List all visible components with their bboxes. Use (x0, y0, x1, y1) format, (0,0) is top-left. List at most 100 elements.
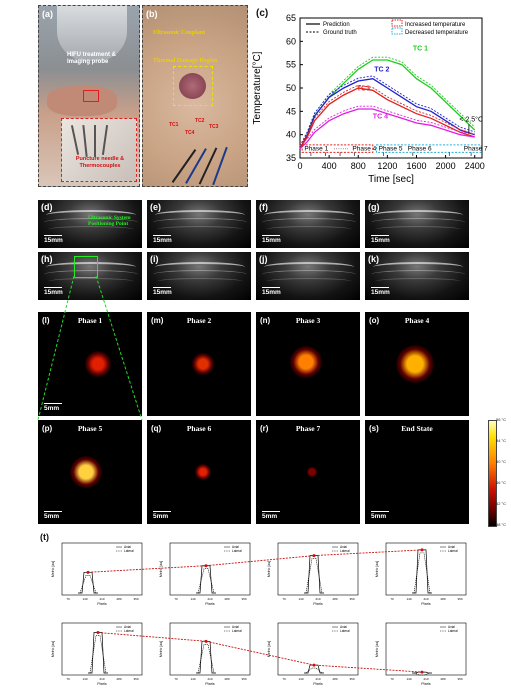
colorbar-tick-label: 38 °C (496, 522, 507, 527)
phase-label-5: Phase 5 (379, 145, 403, 152)
scale-label-r: 5mm (262, 513, 278, 520)
mini-xtick: 70 (282, 677, 286, 681)
mini-xtick: 210 (207, 677, 212, 681)
metric-profile-plots: Metric [au] Pixels 70 140 210 280 350 Axial Late… (51, 542, 467, 686)
x-tick-label: 2400 (465, 161, 485, 171)
mini-xtick: 210 (315, 677, 320, 681)
series-line-2 (299, 87, 475, 150)
heatmap-q: (q) Phase 6 5mm (147, 420, 251, 524)
probe-label: HIFU treatment & Imaging probe (67, 52, 117, 66)
mini-plot-frame (277, 542, 359, 596)
colorbar-tick-label: 46 °C (496, 480, 507, 485)
mini-legend-axial: Axial (232, 545, 239, 549)
scale-label-q: 5mm (153, 513, 169, 520)
x-axis-label: Time [sec] (368, 174, 414, 185)
trend-point (312, 554, 316, 558)
mini-legend-axial: Axial (340, 625, 347, 629)
ultrasound-image-i: (i) 15mm (147, 252, 251, 300)
panel-letter-d: (d) (41, 202, 53, 212)
trend-point (204, 564, 208, 568)
mini-xlabel: Pixels (205, 602, 215, 606)
mini-xtick: 350 (457, 597, 462, 601)
mini-legend-axial: Axial (340, 545, 347, 549)
needle-inset (61, 118, 137, 182)
phase-title-o: Phase 4 (404, 316, 430, 325)
mini-xlabel: Pixels (97, 682, 107, 686)
scale-label-g: 15mm (371, 237, 390, 244)
mini-xlabel: Pixels (313, 602, 323, 606)
hot-spot (195, 464, 211, 480)
scale-label-k: 15mm (371, 289, 390, 296)
mini-xtick: 140 (298, 677, 303, 681)
mini-xtick: 140 (406, 677, 411, 681)
series-label-1: TC 2 (374, 67, 389, 74)
mini-xtick: 210 (315, 597, 320, 601)
couplant-label: Ultrasonic Couplant (153, 30, 206, 36)
trend-point (420, 670, 424, 674)
mini-xtick: 70 (66, 677, 70, 681)
mini-xtick: 70 (66, 597, 70, 601)
hot-spot (395, 344, 435, 384)
mini-xtick: 210 (423, 677, 428, 681)
lateral-profile (413, 552, 431, 594)
hot-spot (290, 346, 322, 378)
phase-title-l: Phase 1 (77, 316, 103, 325)
panel-letter-q: (q) (151, 424, 162, 433)
mini-xlabel: Pixels (421, 602, 431, 606)
legend-increased: Increased temperature (405, 22, 466, 28)
tc4-label: TC4 (185, 130, 195, 136)
y-tick-label: 55 (286, 60, 296, 70)
mini-xtick: 350 (133, 677, 138, 681)
scale-label-h: 15mm (44, 289, 63, 296)
phase-label-1: Phase 1 (304, 145, 328, 152)
heatmap-n: (n) Phase 3 (256, 312, 360, 416)
mini-xtick: 280 (332, 597, 337, 601)
mini-plot-frame (61, 542, 143, 596)
series-label-0: TC 1 (413, 46, 428, 53)
series-label-3: TC 4 (373, 113, 388, 120)
panel-letter-r: (r) (260, 424, 269, 433)
panel-letter-s: (s) (369, 424, 379, 433)
y-tick-label: 40 (286, 130, 296, 140)
annotation-diff: < 2.5°C (459, 116, 483, 124)
mini-xtick: 70 (390, 597, 394, 601)
mini-xtick: 140 (298, 597, 303, 601)
ultrasound-image-g: (g) 15mm (365, 200, 469, 248)
mini-xtick: 210 (99, 677, 104, 681)
scale-label-f: 15mm (262, 237, 281, 244)
panel-letter-m: (m) (151, 316, 164, 325)
colorbar-tick-label: 54 °C (496, 438, 507, 443)
mini-xtick: 70 (174, 677, 178, 681)
hot-spot (307, 467, 317, 477)
mini-xtick: 280 (116, 597, 121, 601)
damage-label: Thermal Damage Region (153, 58, 218, 64)
mini-ylabel: Metric [au] (159, 641, 163, 657)
mini-xtick: 70 (390, 677, 394, 681)
lateral-profile (89, 635, 107, 674)
legend-prediction: Prediction (323, 22, 350, 28)
lateral-profile (79, 575, 97, 594)
lateral-profile (305, 558, 323, 594)
legend-decreased: Decreased temperature (405, 30, 469, 36)
temperature-chart: 35 40 45 50 55 60 65 0 400 800 1200 1600 2000 2400 Tim… (252, 13, 488, 185)
photo-thermal-damage: (b) Ultrasonic Couplant Thermal Damage R… (142, 5, 248, 187)
x-tick-label: 1600 (406, 161, 426, 171)
mini-xtick: 350 (241, 597, 246, 601)
x-tick-label: 0 (297, 161, 302, 171)
hot-spot (85, 351, 111, 377)
phase-label-6: Phase 6 (408, 145, 432, 152)
mini-xtick: 140 (190, 677, 195, 681)
tc2-label: TC2 (195, 118, 205, 124)
mini-xtick: 140 (190, 597, 195, 601)
trend-point (96, 631, 100, 635)
x-tick-label: 400 (322, 161, 337, 171)
mini-ylabel: Metric [au] (267, 561, 271, 577)
wires (171, 146, 243, 186)
series-line-3 (299, 108, 475, 150)
panel-letter-b: (b) (146, 9, 158, 19)
mini-plot-frame (385, 622, 467, 676)
mini-legend-lateral: Lateral (448, 629, 458, 633)
series-truth-1 (299, 75, 475, 147)
phase-title-p: Phase 5 (77, 424, 103, 433)
series-truth-3 (299, 105, 475, 147)
